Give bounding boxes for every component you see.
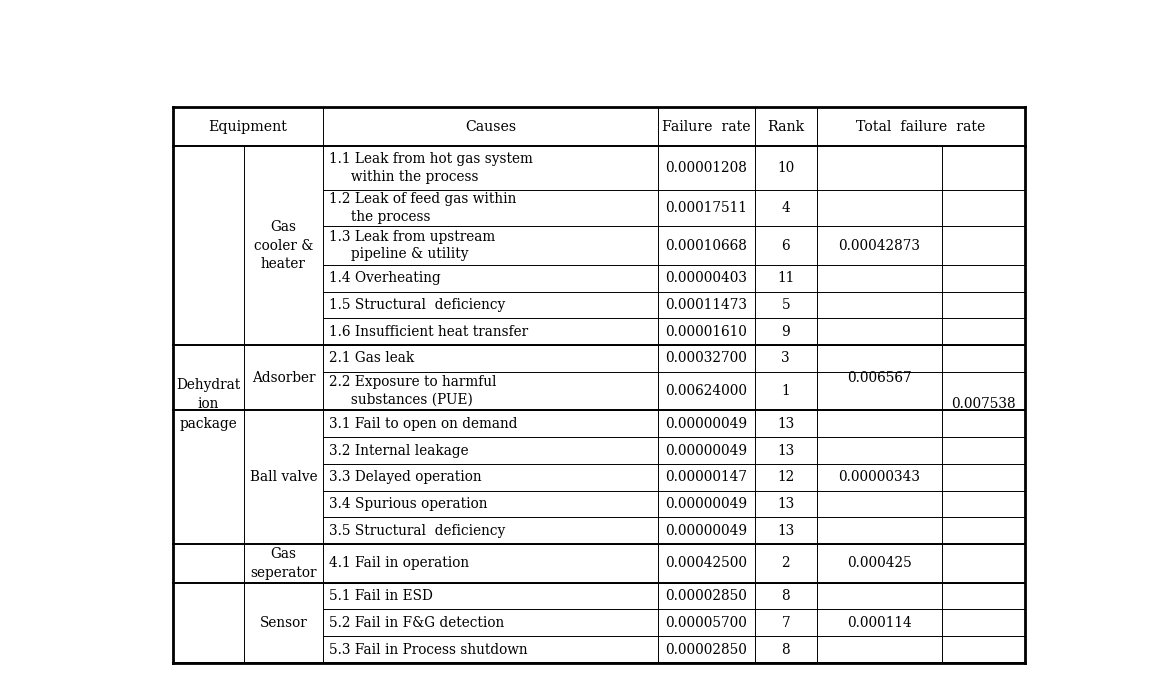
Text: Total  failure  rate: Total failure rate	[856, 120, 985, 133]
Text: 0.00000049: 0.00000049	[665, 497, 747, 511]
Text: 3: 3	[781, 352, 790, 366]
Text: 4.1 Fail in operation: 4.1 Fail in operation	[330, 557, 469, 571]
Text: 2.2 Exposure to harmful
     substances (PUE): 2.2 Exposure to harmful substances (PUE)	[330, 375, 497, 407]
Text: 1.3 Leak from upstream
     pipeline & utility: 1.3 Leak from upstream pipeline & utilit…	[330, 230, 496, 261]
Text: Sensor: Sensor	[260, 616, 307, 630]
Text: 1.5 Structural  deficiency: 1.5 Structural deficiency	[330, 298, 505, 312]
Text: 4: 4	[781, 201, 790, 215]
Text: 0.00005700: 0.00005700	[665, 616, 747, 630]
Text: 0.00624000: 0.00624000	[665, 384, 747, 398]
Text: 5.2 Fail in F&G detection: 5.2 Fail in F&G detection	[330, 616, 504, 630]
Text: 0.00032700: 0.00032700	[665, 352, 747, 366]
Text: 2: 2	[781, 557, 790, 571]
Text: 0.00000049: 0.00000049	[665, 443, 747, 457]
Text: Equipment: Equipment	[208, 120, 288, 133]
Text: Gas
seperator: Gas seperator	[250, 547, 317, 580]
Text: 2.1 Gas leak: 2.1 Gas leak	[330, 352, 414, 366]
Text: 0.00000403: 0.00000403	[665, 271, 747, 285]
Text: 9: 9	[781, 325, 790, 338]
Text: 7: 7	[781, 616, 790, 630]
Text: Adsorber: Adsorber	[251, 370, 316, 385]
Text: 0.00042873: 0.00042873	[838, 238, 920, 252]
Text: Causes: Causes	[465, 120, 516, 133]
Text: 1.4 Overheating: 1.4 Overheating	[330, 271, 441, 285]
Text: 0.00000147: 0.00000147	[665, 471, 747, 484]
Text: 1.6 Insufficient heat transfer: 1.6 Insufficient heat transfer	[330, 325, 528, 338]
Text: 13: 13	[777, 524, 795, 538]
Text: 11: 11	[777, 271, 795, 285]
Text: 3.4 Spurious operation: 3.4 Spurious operation	[330, 497, 487, 511]
Text: 0.00010668: 0.00010668	[665, 238, 747, 252]
Text: 12: 12	[777, 471, 795, 484]
Text: 5.1 Fail in ESD: 5.1 Fail in ESD	[330, 589, 433, 603]
Text: 3.1 Fail to open on demand: 3.1 Fail to open on demand	[330, 417, 518, 431]
Text: 5: 5	[781, 298, 790, 312]
Text: 8: 8	[781, 589, 790, 603]
Text: 0.000114: 0.000114	[846, 616, 912, 630]
Text: 0.00002850: 0.00002850	[665, 589, 747, 603]
Text: Failure  rate: Failure rate	[662, 120, 750, 133]
Text: 1.2 Leak of feed gas within
     the process: 1.2 Leak of feed gas within the process	[330, 193, 517, 224]
Text: 0.00042500: 0.00042500	[665, 557, 747, 571]
Text: 0.00011473: 0.00011473	[665, 298, 747, 312]
Text: 0.006567: 0.006567	[846, 370, 912, 385]
Text: 6: 6	[781, 238, 790, 252]
Text: 13: 13	[777, 417, 795, 431]
Text: Ball valve: Ball valve	[249, 471, 317, 484]
Text: 13: 13	[777, 443, 795, 457]
Text: 0.00000343: 0.00000343	[838, 471, 920, 484]
Text: 0.00001208: 0.00001208	[665, 161, 747, 175]
Text: 3.2 Internal leakage: 3.2 Internal leakage	[330, 443, 469, 457]
Text: Gas
cooler &
heater: Gas cooler & heater	[254, 220, 313, 271]
Text: 8: 8	[781, 643, 790, 657]
Text: 1: 1	[781, 384, 790, 398]
Text: 0.00002850: 0.00002850	[665, 643, 747, 657]
Text: 0.00017511: 0.00017511	[665, 201, 747, 215]
Text: 0.000425: 0.000425	[846, 557, 912, 571]
Text: 1.1 Leak from hot gas system
     within the process: 1.1 Leak from hot gas system within the …	[330, 152, 533, 183]
Text: 13: 13	[777, 497, 795, 511]
Text: 3.5 Structural  deficiency: 3.5 Structural deficiency	[330, 524, 505, 538]
Text: 0.00000049: 0.00000049	[665, 417, 747, 431]
Text: 5.3 Fail in Process shutdown: 5.3 Fail in Process shutdown	[330, 643, 527, 657]
Text: Rank: Rank	[767, 120, 804, 133]
Text: 0.007538: 0.007538	[950, 398, 1016, 411]
Text: Dehydrat
ion
package: Dehydrat ion package	[177, 378, 241, 431]
Text: 3.3 Delayed operation: 3.3 Delayed operation	[330, 471, 482, 484]
Text: 10: 10	[777, 161, 795, 175]
Text: 0.00000049: 0.00000049	[665, 524, 747, 538]
Text: 0.00001610: 0.00001610	[665, 325, 747, 338]
